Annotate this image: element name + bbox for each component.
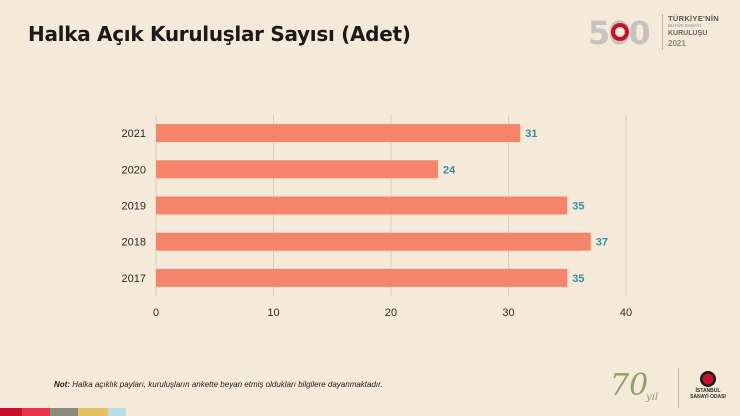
iso-logo: İSTANBUL SANAYİ ODASI: [684, 370, 732, 410]
strip-segment: [50, 408, 78, 416]
bar: [156, 232, 591, 251]
footnote-text: Halka açıklık payları, kuruluşların anke…: [70, 380, 383, 389]
data-label: 35: [572, 273, 584, 285]
logo-line4: 2021: [668, 39, 686, 48]
data-label: 35: [572, 201, 584, 213]
strip-segment: [78, 408, 108, 416]
data-label: 37: [596, 237, 608, 249]
iso-gear-icon: [700, 371, 716, 387]
y-category-label: 2021: [122, 128, 146, 140]
seventy-year-logo: 70 yıl: [610, 368, 674, 408]
x-tick-label: 40: [620, 307, 632, 319]
logo-line2: BÜYÜK SANAYİ: [668, 23, 701, 28]
y-category-label: 2018: [122, 237, 146, 249]
iso-org-line1: İSTANBUL: [695, 388, 721, 394]
iso-gear-icon: [611, 23, 629, 41]
bar: [156, 160, 438, 179]
strip-segment: [22, 408, 50, 416]
data-label: 31: [525, 128, 537, 140]
bar: [156, 124, 521, 143]
turkiye-500-logo: 500 TÜRKİYE'NİN BÜYÜK SANAYİ KURULUŞU 20…: [588, 12, 719, 52]
footnote: Not: Halka açıklık payları, kuruluşların…: [54, 380, 383, 389]
bar: [156, 268, 568, 287]
logo-line1: TÜRKİYE'NİN: [668, 14, 719, 23]
strip-segment: [108, 408, 126, 416]
logo-separator: [662, 14, 663, 50]
page-title: Halka Açık Kuruluşlar Sayısı (Adet): [28, 22, 411, 46]
x-tick-label: 30: [502, 307, 514, 319]
footer-logo-separator: [678, 368, 679, 408]
y-category-label: 2019: [122, 201, 146, 213]
y-category-label: 2020: [122, 164, 146, 176]
logo-yil-text: yıl: [646, 392, 659, 403]
strip-segment: [0, 408, 22, 416]
logo-70-number: 70: [610, 368, 649, 403]
logo-line3: KURULUŞU: [668, 30, 708, 37]
x-tick-label: 20: [385, 307, 397, 319]
iso-org-line2: SANAYİ ODASI: [690, 394, 726, 400]
bar: [156, 196, 568, 215]
data-label: 24: [443, 164, 456, 176]
footnote-label: Not:: [54, 380, 70, 389]
bottom-color-strip: [0, 408, 740, 416]
y-category-label: 2017: [122, 273, 146, 285]
x-tick-label: 0: [153, 307, 159, 319]
x-tick-label: 10: [267, 307, 279, 319]
